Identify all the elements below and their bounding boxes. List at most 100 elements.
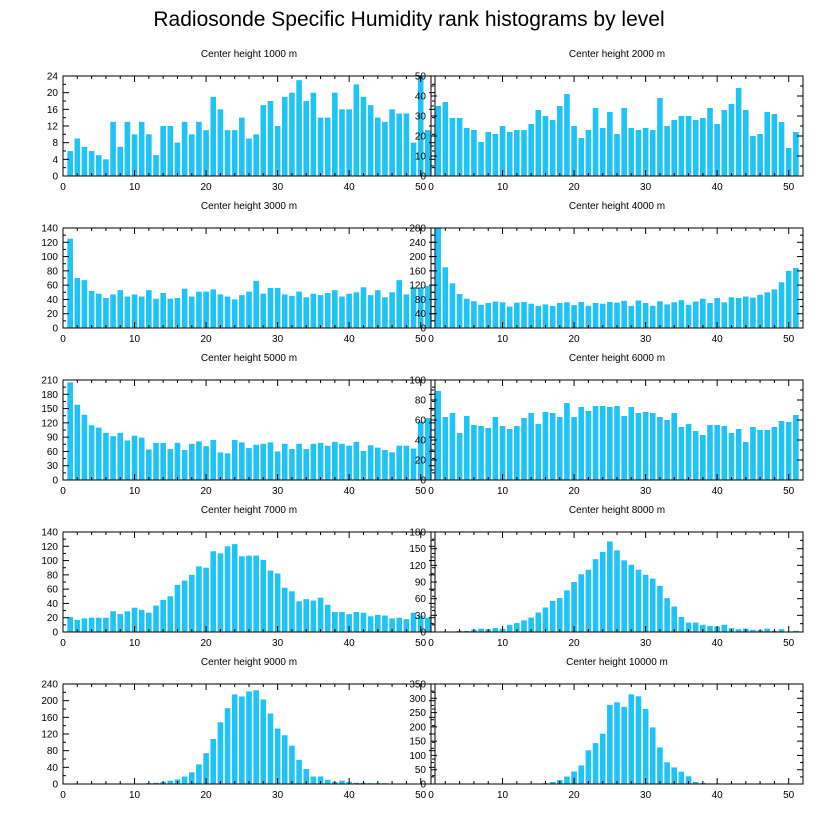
histogram-bar (635, 413, 642, 480)
histogram-bar (506, 429, 513, 480)
histogram-bar (289, 745, 295, 784)
histogram-bar (167, 780, 174, 784)
y-tick-label: 120 (41, 542, 58, 553)
x-tick-label: 0 (428, 182, 434, 193)
panel-title: Center height 10000 m (566, 657, 668, 668)
histogram-bar (410, 612, 417, 632)
y-tick-label: 40 (415, 92, 427, 103)
histogram-bar (296, 601, 302, 632)
y-tick-label: 120 (41, 418, 58, 429)
y-tick-label: 16 (47, 105, 59, 116)
histogram-bar (353, 84, 360, 176)
histogram-bar (592, 743, 599, 784)
histogram-bar (764, 628, 771, 632)
histogram-bar (74, 619, 81, 632)
histogram-bar (585, 305, 592, 328)
histogram-bar (196, 121, 202, 176)
histogram-bar (88, 425, 95, 480)
histogram-panel: Center height 5000 m0 10 20 30 40 50030609012… (41, 353, 436, 497)
y-tick-label: 280 (409, 224, 426, 235)
histogram-bar (635, 300, 642, 328)
x-tick-label: 40 (712, 182, 724, 193)
histogram-bar (435, 391, 441, 480)
y-tick-label: 160 (409, 266, 426, 277)
histogram-bar (210, 96, 217, 176)
histogram-bar (685, 622, 692, 632)
histogram-bar (317, 295, 324, 328)
histogram-bar (110, 611, 116, 632)
histogram-bar (599, 733, 606, 784)
histogram-bar (735, 298, 742, 328)
x-tick-label: 0 (60, 486, 66, 497)
histogram-bar (585, 569, 592, 632)
histogram-bar (649, 413, 656, 480)
histogram-bar (410, 142, 417, 176)
histogram-bar (456, 433, 463, 480)
histogram-bar (281, 735, 288, 784)
histogram-bar (267, 288, 274, 328)
histogram-bar (528, 124, 534, 176)
histogram-bar (456, 294, 463, 328)
x-tick-label: 50 (415, 638, 427, 649)
histogram-bar (353, 292, 360, 328)
histogram-bar (750, 297, 756, 328)
histogram-bar (614, 302, 620, 328)
histogram-bar (81, 280, 88, 328)
histogram-bar (707, 108, 713, 176)
histogram-bar (138, 609, 145, 632)
histogram-bar (332, 290, 338, 328)
histogram-bar (339, 296, 345, 328)
histogram-bar (628, 694, 635, 784)
histogram-bar (174, 584, 181, 632)
x-tick-label: 30 (640, 182, 652, 193)
y-tick-label: 0 (420, 628, 426, 639)
histogram-bar (707, 625, 713, 632)
x-tick-label: 40 (344, 638, 356, 649)
histogram-bar (153, 442, 159, 480)
y-tick-label: 100 (409, 751, 426, 762)
histogram-bar (174, 298, 181, 328)
histogram-bar (417, 421, 424, 480)
y-tick-label: 10 (415, 152, 427, 163)
histogram-bar (564, 590, 570, 632)
histogram-bar (621, 300, 627, 328)
histogram-bar (339, 109, 345, 176)
y-tick-label: 40 (415, 309, 427, 320)
y-tick-label: 24 (47, 72, 59, 83)
histogram-bar (188, 772, 195, 784)
x-tick-label: 20 (201, 790, 213, 801)
histogram-bar (635, 130, 642, 176)
histogram-bar (167, 126, 174, 176)
histogram-bar (657, 747, 663, 784)
x-tick-label: 40 (712, 334, 724, 345)
x-tick-label: 10 (129, 182, 141, 193)
histogram-bar (317, 117, 324, 176)
y-tick-label: 250 (409, 708, 426, 719)
histogram-bar (657, 417, 663, 480)
histogram-bar (621, 560, 627, 632)
histogram-bar (224, 130, 231, 176)
histogram-bar (88, 151, 95, 176)
histogram-bar (692, 301, 699, 328)
histogram-bar (678, 771, 685, 784)
histogram-bar (607, 301, 613, 328)
y-tick-label: 240 (41, 680, 58, 691)
histogram-bar (478, 304, 484, 328)
histogram-bar (274, 126, 281, 176)
panel-title: Center height 5000 m (201, 353, 297, 364)
histogram-bar (160, 599, 166, 632)
y-tick-label: 0 (52, 780, 58, 791)
histogram-bar (188, 574, 195, 632)
histogram-bar (281, 96, 288, 176)
histogram-panel: Center height 1000 m0 10 20 30 40 50048121620… (47, 49, 436, 193)
histogram-bar (124, 611, 131, 632)
histogram-bar (635, 569, 642, 632)
histogram-bar (296, 759, 302, 784)
histogram-bar (707, 303, 713, 328)
y-tick-label: 20 (47, 613, 59, 624)
histogram-bar (463, 298, 470, 328)
histogram-bar (599, 552, 606, 632)
histogram-bar (442, 102, 449, 176)
x-tick-label: 50 (783, 790, 795, 801)
histogram-bar (506, 306, 513, 328)
